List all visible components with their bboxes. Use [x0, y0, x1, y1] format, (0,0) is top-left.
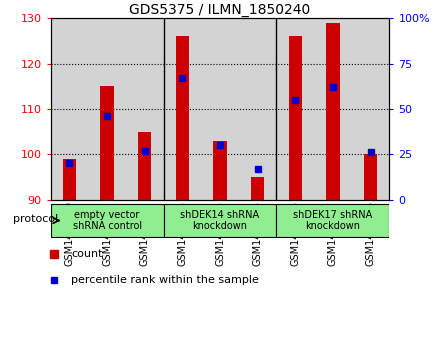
Text: count: count	[71, 249, 103, 259]
Bar	[213, 141, 227, 200]
Bar	[314, 18, 352, 200]
Bar	[164, 204, 276, 237]
Text: protocol: protocol	[13, 214, 58, 224]
Text: percentile rank within the sample: percentile rank within the sample	[71, 274, 259, 285]
Bar	[51, 18, 88, 200]
Bar	[326, 23, 340, 200]
Title: GDS5375 / ILMN_1850240: GDS5375 / ILMN_1850240	[129, 3, 311, 17]
Bar	[126, 18, 164, 200]
Text: shDEK14 shRNA
knockdown: shDEK14 shRNA knockdown	[180, 210, 260, 231]
Bar	[352, 18, 389, 200]
Bar	[364, 154, 377, 200]
Bar	[276, 18, 314, 200]
Bar	[51, 204, 164, 237]
Bar	[289, 36, 302, 200]
Bar	[88, 18, 126, 200]
Bar	[138, 132, 151, 200]
Bar	[276, 204, 389, 237]
Bar	[164, 18, 201, 200]
Text: empty vector
shRNA control: empty vector shRNA control	[73, 210, 142, 231]
Bar	[251, 177, 264, 200]
Bar	[100, 86, 114, 200]
Bar	[63, 159, 76, 200]
Text: shDEK17 shRNA
knockdown: shDEK17 shRNA knockdown	[293, 210, 373, 231]
Bar	[201, 18, 239, 200]
Bar	[239, 18, 276, 200]
Bar	[176, 36, 189, 200]
